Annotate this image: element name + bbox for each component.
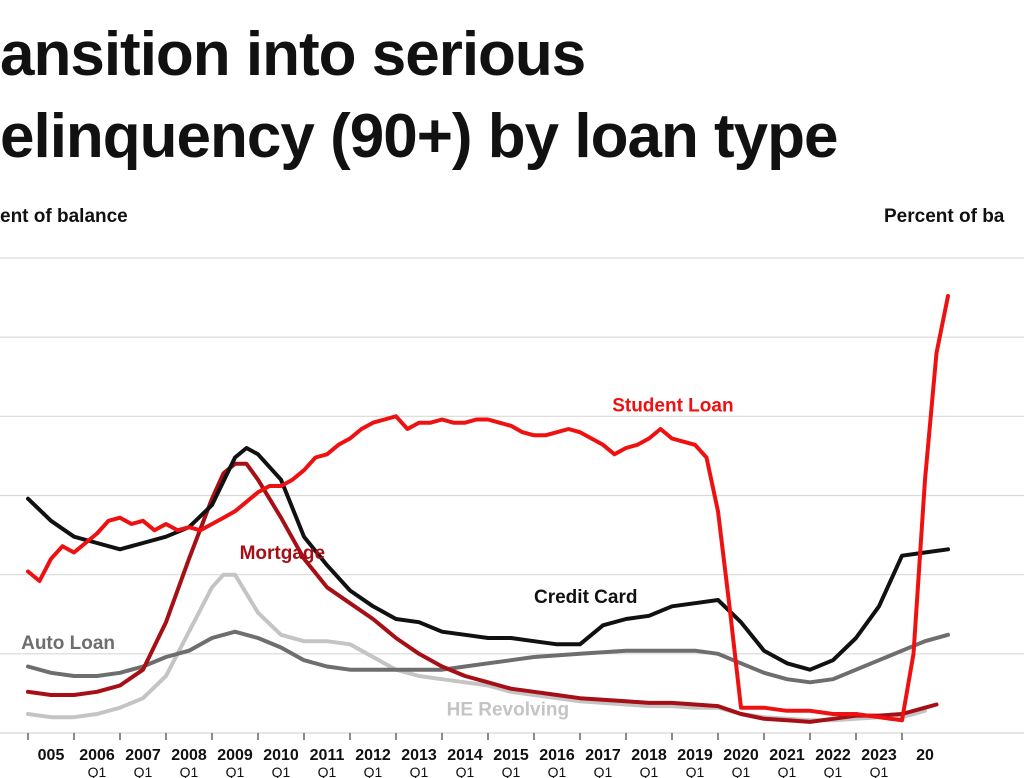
x-tick-label-year: 2011 bbox=[310, 747, 345, 764]
series-labels: Student Loan Mortgage Credit Card Auto Loan… bbox=[21, 396, 733, 721]
series-label-auto-loan: Auto Loan bbox=[21, 633, 115, 654]
x-tick-label-quarter: Q1 bbox=[272, 764, 291, 778]
x-tick-label-year: 2007 bbox=[125, 747, 161, 764]
series-lines bbox=[26, 294, 950, 724]
series-label-he-revolving: HE Revolving bbox=[447, 700, 569, 721]
x-tick-label-quarter: Q1 bbox=[456, 764, 475, 778]
x-tick-label-year: 2012 bbox=[355, 747, 391, 764]
chart-title-line-1: ansition into serious bbox=[0, 20, 586, 89]
x-tick-label-quarter: Q1 bbox=[134, 764, 153, 778]
series-line-student-loan bbox=[26, 294, 950, 723]
x-tick-label-quarter: Q1 bbox=[180, 764, 199, 778]
x-tick-label-year: 2022 bbox=[815, 747, 851, 764]
x-tick-label-year: 2013 bbox=[401, 747, 437, 764]
x-tick-label-quarter: Q1 bbox=[410, 764, 429, 778]
series-line-he-revolving bbox=[26, 572, 927, 723]
series-label-mortgage: Mortgage bbox=[240, 543, 326, 564]
x-tick-label-quarter: Q1 bbox=[686, 764, 705, 778]
x-tick-label-quarter: Q1 bbox=[594, 764, 613, 778]
series-line-auto-loan bbox=[26, 629, 950, 685]
x-tick-label-quarter: Q1 bbox=[502, 764, 521, 778]
x-tick-label-quarter: Q1 bbox=[548, 764, 567, 778]
x-tick-label-year: 20 bbox=[916, 747, 934, 764]
x-tick-label-year: 005 bbox=[38, 747, 65, 764]
series-line-mortgage bbox=[26, 461, 939, 724]
x-tick-label-year: 2021 bbox=[769, 747, 805, 764]
x-tick-label-year: 2006 bbox=[79, 747, 115, 764]
x-tick-label-year: 2019 bbox=[677, 747, 713, 764]
x-tick-label-quarter: Q1 bbox=[88, 764, 107, 778]
x-tick-label-year: 2008 bbox=[171, 747, 207, 764]
x-tick-label-quarter: Q1 bbox=[870, 764, 889, 778]
right-axis-unit-label: Percent of ba bbox=[884, 206, 1005, 227]
x-tick-label-quarter: Q1 bbox=[318, 764, 337, 778]
x-tick-label-quarter: Q1 bbox=[640, 764, 659, 778]
x-tick-label-year: 2020 bbox=[723, 747, 759, 764]
series-line-credit-card bbox=[26, 446, 950, 672]
x-tick-label-year: 2010 bbox=[263, 747, 299, 764]
x-axis: 005 2006Q12007Q12008Q12009Q12010Q12011Q12… bbox=[0, 732, 1024, 778]
x-tick-label-year: 2009 bbox=[217, 747, 253, 764]
x-tick-label-quarter: Q1 bbox=[732, 764, 751, 778]
chart-title-line-2: elinquency (90+) by loan type bbox=[0, 102, 839, 171]
x-tick-label-year: 2017 bbox=[585, 747, 621, 764]
gridlines bbox=[0, 257, 1024, 655]
x-tick-label-year: 2014 bbox=[447, 747, 483, 764]
x-tick-label-quarter: Q1 bbox=[226, 764, 245, 778]
series-label-credit-card: Credit Card bbox=[534, 587, 637, 608]
left-axis-unit-label: ent of balance bbox=[0, 206, 128, 227]
x-tick-label-year: 2016 bbox=[539, 747, 575, 764]
x-tick-label-quarter: Q1 bbox=[778, 764, 797, 778]
x-tick-label-quarter: Q1 bbox=[364, 764, 383, 778]
x-tick-label-year: 2023 bbox=[861, 747, 897, 764]
x-tick-label-quarter: Q1 bbox=[824, 764, 843, 778]
series-label-student-loan: Student Loan bbox=[612, 396, 733, 417]
x-tick-label-year: 2018 bbox=[631, 747, 667, 764]
x-tick-label-year: 2015 bbox=[493, 747, 529, 764]
